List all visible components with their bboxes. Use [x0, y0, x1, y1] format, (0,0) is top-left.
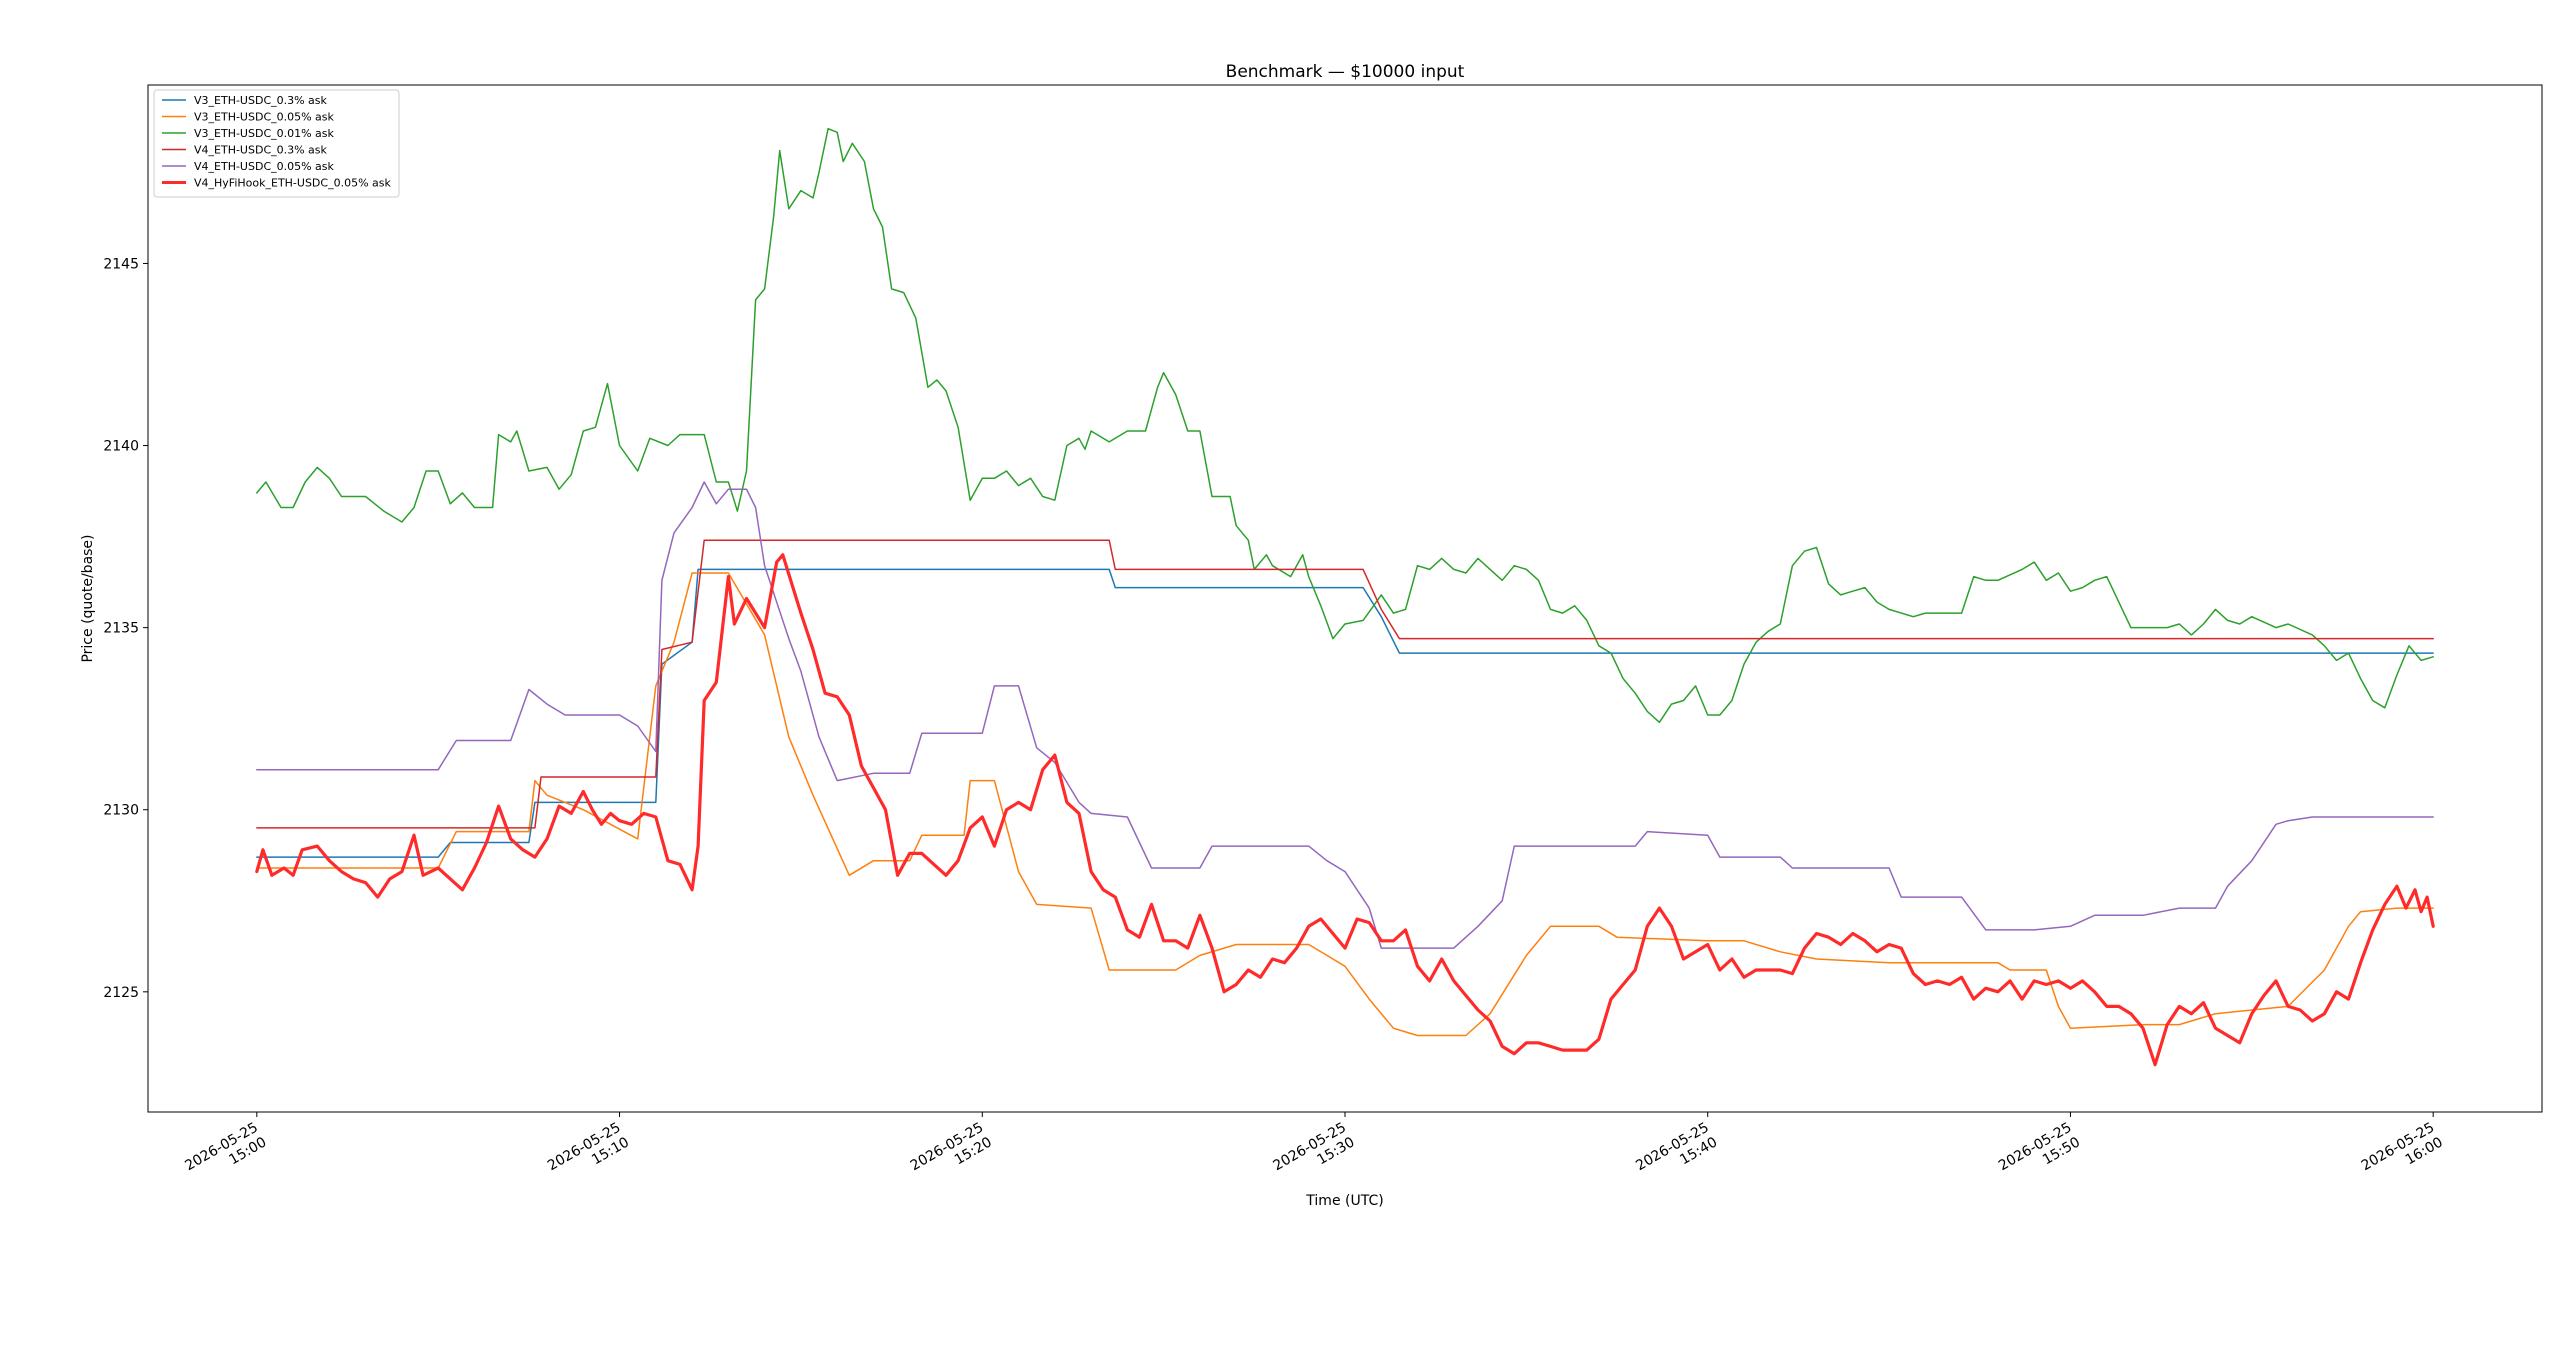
- y-tick-label: 2130: [103, 803, 139, 819]
- legend-entry-label: V3_ETH-USDC_0.3% ask: [194, 94, 328, 107]
- legend-entry-label: V4_HyFiHook_ETH-USDC_0.05% ask: [194, 177, 391, 190]
- y-tick-label: 2140: [103, 439, 139, 455]
- y-tick-label: 2145: [103, 256, 139, 272]
- series-line-6: [255, 553, 2435, 1067]
- y-tick-label: 2125: [103, 985, 139, 1001]
- legend: V3_ETH-USDC_0.3% ask V3_ETH-USDC_0.05% as…: [153, 89, 400, 198]
- series-line-5: [256, 481, 2434, 949]
- y-tick-label: 2135: [103, 621, 139, 637]
- series-line-3: [256, 127, 2434, 724]
- x-axis-label: Time (UTC): [1305, 1193, 1383, 1209]
- legend-entry-label: V4_ETH-USDC_0.05% ask: [194, 160, 335, 173]
- chart-title: Benchmark — $10000 input: [1226, 62, 1465, 82]
- y-axis: 2125 2130 2135 2140 2145: [103, 256, 148, 1001]
- legend-box: [153, 89, 400, 198]
- legend-entry-label: V4_ETH-USDC_0.3% ask: [194, 144, 328, 157]
- legend-entry-label: V3_ETH-USDC_0.05% ask: [194, 111, 335, 124]
- y-axis-label: Price (quote/base): [80, 534, 96, 662]
- series-line-4: [256, 539, 2434, 829]
- series-layer: [255, 127, 2435, 1067]
- legend-entry-label: V3_ETH-USDC_0.01% ask: [194, 127, 335, 140]
- series-line-2: [256, 572, 2434, 1037]
